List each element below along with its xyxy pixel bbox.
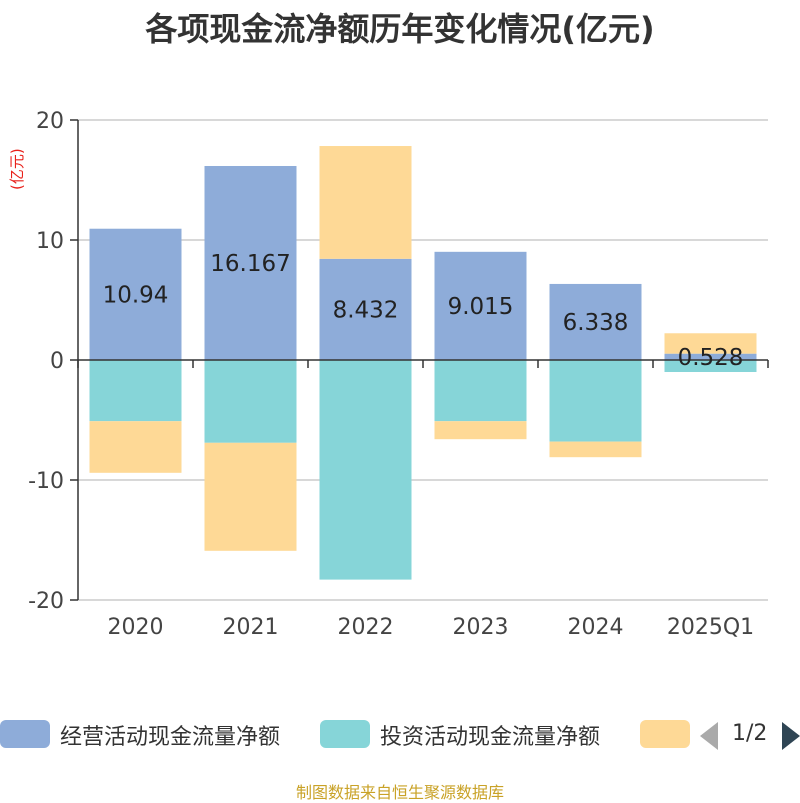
legend-item-investing[interactable]: 投资活动现金流量净额 bbox=[320, 714, 630, 754]
bar-segment bbox=[549, 441, 642, 458]
legend-item-operating[interactable]: 经营活动现金流量净额 bbox=[0, 714, 300, 754]
y-tick-label: 20 bbox=[36, 109, 64, 134]
bar-segment bbox=[204, 442, 297, 551]
bar-segment bbox=[89, 228, 182, 360]
y-tick-label: -10 bbox=[28, 469, 64, 494]
bar-segment bbox=[434, 251, 527, 360]
bar-segment bbox=[319, 258, 412, 360]
bar-segment bbox=[89, 421, 182, 473]
legend-item-financing[interactable] bbox=[640, 714, 690, 754]
bar-segment bbox=[319, 146, 412, 259]
bar-segment bbox=[204, 165, 297, 360]
data-label: 16.167 bbox=[210, 251, 290, 277]
legend-label-investing: 投资活动现金流量净额 bbox=[380, 725, 601, 750]
legend: 经营活动现金流量净额 投资活动现金流量净额 bbox=[0, 714, 800, 754]
bar-segment bbox=[434, 421, 527, 440]
data-source: 制图数据来自恒生聚源数据库 bbox=[295, 783, 504, 802]
legend-swatch-investing bbox=[320, 720, 370, 748]
x-tick-label: 2024 bbox=[568, 615, 624, 640]
legend-prev-icon[interactable] bbox=[700, 722, 718, 750]
data-label: 8.432 bbox=[333, 297, 399, 323]
y-tick-label: 10 bbox=[36, 229, 64, 254]
bar-segment bbox=[549, 360, 642, 442]
x-tick-label: 2022 bbox=[338, 615, 394, 640]
x-tick-label: 2025Q1 bbox=[667, 615, 754, 640]
x-tick-label: 2023 bbox=[453, 615, 509, 640]
legend-swatch-operating bbox=[0, 720, 50, 748]
data-label: 0.528 bbox=[678, 345, 744, 371]
y-tick-label: 0 bbox=[50, 349, 64, 374]
legend-swatch-financing bbox=[640, 720, 690, 748]
x-tick-label: 2020 bbox=[108, 615, 164, 640]
bar-segment bbox=[204, 360, 297, 443]
bar-segment bbox=[319, 360, 412, 580]
bar-segment bbox=[664, 353, 757, 360]
data-label: 10.94 bbox=[103, 282, 169, 308]
legend-pager: 1/2 bbox=[700, 720, 800, 752]
bar-segment bbox=[434, 360, 527, 422]
chart-title: 各项现金流净额历年变化情况(亿元) bbox=[145, 10, 655, 48]
stacked-bar-chart: 20 10 0 -10 -20 10.94 16.167 8.432 9.015 6.338 0.5… bbox=[28, 109, 769, 640]
bar-segment bbox=[664, 360, 757, 372]
bar-segment bbox=[89, 360, 182, 422]
y-tick-label: -20 bbox=[28, 589, 64, 614]
bar-segment bbox=[664, 333, 757, 354]
x-tick-label: 2021 bbox=[223, 615, 279, 640]
data-label: 9.015 bbox=[448, 294, 514, 320]
data-label: 6.338 bbox=[563, 310, 629, 336]
legend-label-operating: 经营活动现金流量净额 bbox=[60, 725, 281, 750]
legend-page-indicator: 1/2 bbox=[732, 721, 768, 746]
legend-next-icon[interactable] bbox=[782, 722, 800, 750]
bar-segment bbox=[549, 283, 642, 360]
